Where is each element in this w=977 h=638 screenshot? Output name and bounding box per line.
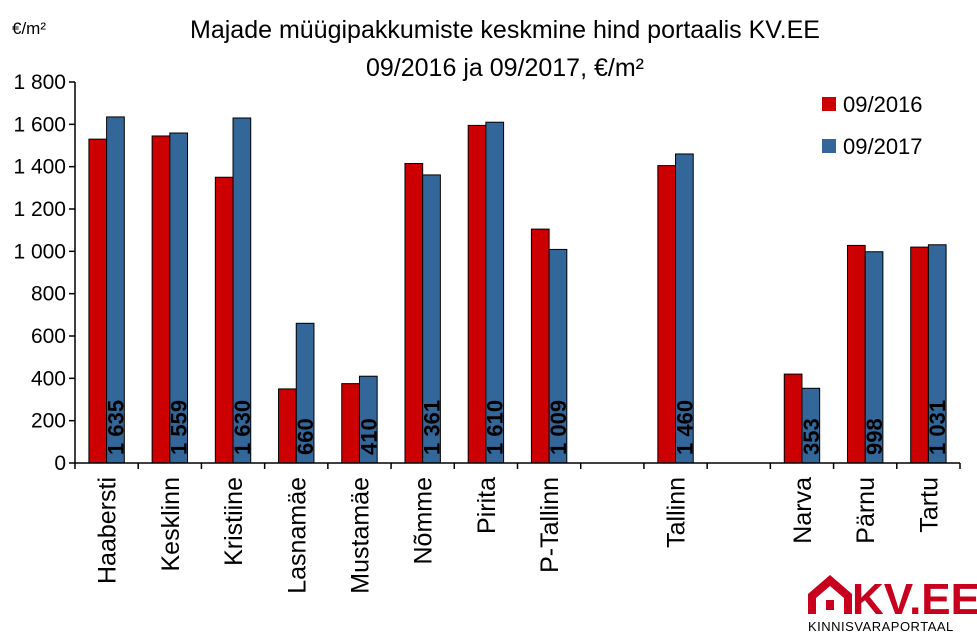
- y-tick-label: 1 200: [13, 198, 66, 221]
- data-label-2017: 1 031: [925, 400, 950, 455]
- y-tick-label: 200: [31, 410, 66, 433]
- legend-label-2017: 09/2017: [843, 134, 923, 159]
- x-tick-label: Narva: [789, 477, 817, 544]
- data-label-2017: 660: [293, 418, 318, 455]
- y-tick-label: 600: [31, 325, 66, 348]
- y-tick-label: 400: [31, 367, 66, 390]
- x-tick-label: Pirita: [473, 477, 501, 534]
- data-label-2017: 410: [356, 418, 381, 455]
- kv-logo: KV.EE KINNISVARAPORTAAL: [808, 575, 977, 634]
- unit-label: €/m²: [12, 19, 46, 38]
- legend-swatch-2016: [822, 97, 836, 111]
- legend-label-2016: 09/2016: [843, 92, 923, 117]
- data-label-2017: 1 630: [230, 400, 255, 455]
- x-tick-label: Kristiine: [220, 477, 248, 566]
- y-axis: 0 200 400 600 800 1 000 1 200 1 400 1 600 1 800: [13, 71, 76, 475]
- legend: 09/2016 09/2017: [822, 92, 923, 159]
- chart-title-line2: 09/2016 ja 09/2017, €/m²: [366, 54, 644, 82]
- x-tick-label: Nõmme: [410, 477, 438, 565]
- legend-swatch-2017: [822, 139, 836, 153]
- x-tick-label: P-Tallinn: [536, 477, 564, 573]
- data-label-2017: 1 610: [483, 400, 508, 455]
- y-tick-label: 1 400: [13, 156, 66, 179]
- data-label-2017: 1 635: [103, 400, 128, 455]
- y-tick-label: 1 800: [13, 71, 66, 94]
- x-tick-label: Kesklinn: [157, 477, 185, 572]
- x-tick-label: Mustamäe: [346, 477, 374, 594]
- data-label-2017: 1 460: [672, 400, 697, 455]
- x-tick-label: Haabersti: [94, 477, 122, 584]
- data-label-2017: 1 009: [546, 400, 571, 455]
- y-tick-label: 0: [54, 452, 66, 475]
- chart-title-line1: Majade müügipakkumiste keskmine hind por…: [190, 16, 820, 44]
- data-label-2017: 998: [862, 418, 887, 455]
- logo-subtitle: KINNISVARAPORTAAL: [808, 619, 954, 634]
- x-axis: Haabersti Kesklinn Kristiine Lasnamäe Mustam…: [74, 462, 961, 594]
- x-tick-label: Tartu: [915, 477, 943, 533]
- x-tick-label: Pärnu: [852, 477, 880, 544]
- data-label-2017: 1 361: [420, 400, 445, 455]
- logo-text: KV.EE: [852, 575, 977, 624]
- y-tick-label: 1 000: [13, 240, 66, 263]
- y-tick-label: 1 600: [13, 113, 66, 136]
- plot-area: 1 635 1 559 1 630 660 410 1 361 1 610 1 009 1 46…: [88, 116, 950, 464]
- data-label-2017: 353: [799, 418, 824, 455]
- x-tick-label: Lasnamäe: [283, 477, 311, 594]
- x-tick-label: Tallinn: [663, 477, 691, 548]
- data-label-2017: 1 559: [167, 400, 192, 455]
- y-tick-label: 800: [31, 283, 66, 306]
- house-icon: [808, 575, 852, 614]
